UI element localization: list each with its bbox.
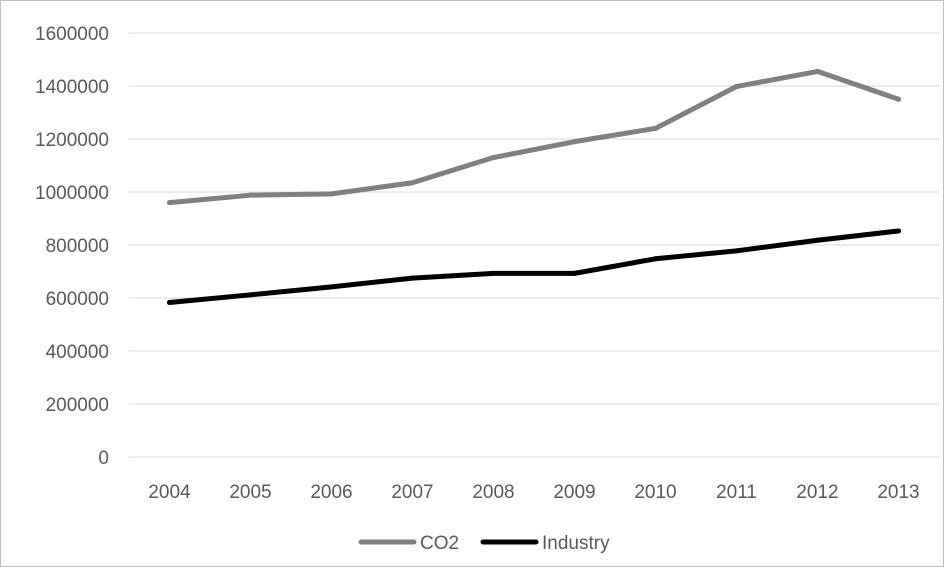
y-tick-label: 1000000	[35, 183, 109, 204]
legend-label-co2: CO2	[420, 533, 459, 554]
data-point-industry	[896, 228, 901, 234]
y-axis-tick-labels: 0 200000 400000 600000 800000 1000000 1200000 1…	[35, 24, 109, 469]
data-point-industry	[248, 292, 253, 298]
x-axis-tick-labels: 2004 2005 2006 2007 2008 2009 2010 2011 2012 2013	[148, 482, 919, 503]
data-point-co2	[572, 139, 577, 145]
data-point-co2	[896, 96, 901, 102]
y-tick-label: 1200000	[35, 130, 109, 151]
x-tick-label: 2012	[796, 482, 838, 503]
data-point-industry	[815, 237, 820, 243]
data-point-co2	[167, 200, 172, 206]
data-point-industry	[572, 270, 577, 276]
series-lines	[167, 68, 901, 306]
gridlines	[129, 32, 939, 458]
data-point-co2	[815, 68, 820, 74]
data-point-industry	[329, 284, 334, 290]
x-tick-label: 2005	[229, 482, 271, 503]
legend-label-industry: Industry	[542, 533, 610, 554]
x-tick-label: 2009	[553, 482, 595, 503]
y-tick-label: 800000	[46, 236, 109, 257]
data-point-industry	[491, 270, 496, 276]
data-point-industry	[410, 275, 415, 281]
series-line-co2	[167, 68, 901, 206]
data-point-co2	[248, 192, 253, 198]
data-point-co2	[653, 125, 658, 131]
data-point-co2	[734, 84, 739, 90]
x-tick-label: 2006	[310, 482, 352, 503]
data-point-industry	[734, 248, 739, 254]
x-tick-label: 2007	[391, 482, 433, 503]
data-point-co2	[491, 155, 496, 161]
x-tick-label: 2010	[634, 482, 676, 503]
x-tick-label: 2013	[877, 482, 919, 503]
y-tick-label: 200000	[46, 395, 109, 416]
data-point-co2	[329, 191, 334, 197]
x-tick-label: 2011	[716, 482, 757, 503]
y-tick-label: 400000	[46, 342, 109, 363]
legend: CO2 Industry	[358, 533, 610, 554]
y-tick-label: 1400000	[35, 77, 109, 98]
x-tick-label: 2008	[472, 482, 514, 503]
x-tick-label: 2004	[148, 482, 191, 503]
y-tick-label: 600000	[46, 289, 109, 310]
data-point-industry	[653, 256, 658, 262]
y-tick-label: 0	[98, 448, 109, 469]
y-tick-label: 1600000	[35, 24, 109, 45]
series-line-industry	[167, 228, 901, 306]
data-point-industry	[167, 300, 172, 306]
data-point-co2	[410, 180, 415, 186]
